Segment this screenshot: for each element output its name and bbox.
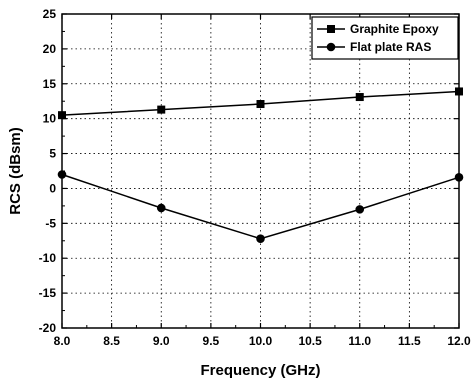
legend-box	[311, 16, 459, 60]
legend-label: Flat plate RAS	[350, 40, 431, 54]
y-tick-label: 5	[49, 147, 56, 161]
x-tick-label: 11.0	[348, 334, 371, 348]
x-tick-label: 11.5	[398, 334, 421, 348]
y-tick-label: 25	[43, 7, 57, 21]
legend-swatch-marker	[327, 25, 335, 33]
data-point	[355, 205, 365, 214]
x-tick-label: 12.0	[447, 334, 471, 348]
y-axis-title: RCS (dBsm)	[7, 127, 24, 215]
y-tick-label: -15	[39, 286, 57, 300]
x-axis-title: Frequency (GHz)	[200, 362, 320, 379]
data-point	[156, 203, 166, 213]
y-tick-label: -5	[45, 216, 56, 230]
x-tick-label: 8.0	[54, 334, 71, 348]
legend-entry: Graphite Epoxy	[317, 22, 439, 36]
x-tick-label: 10.0	[249, 334, 273, 348]
x-tick-label: 8.5	[103, 334, 120, 348]
legend-entry: Flat plate RAS	[317, 40, 431, 54]
series-1	[57, 170, 464, 243]
legend: Graphite Epoxy Flat plate RAS	[311, 16, 459, 60]
x-tick-label: 10.5	[298, 334, 322, 348]
x-tick-label: 9.0	[153, 334, 170, 348]
legend-swatch-marker	[326, 42, 336, 52]
y-tick-label: 15	[43, 77, 57, 91]
series-layer	[57, 87, 464, 243]
legend-label: Graphite Epoxy	[350, 22, 439, 36]
y-tick-label: 20	[43, 42, 57, 56]
y-tick-label: -10	[39, 251, 57, 265]
data-point	[157, 105, 166, 114]
data-point	[256, 234, 265, 243]
x-tick-label: 9.5	[203, 334, 220, 348]
grid-layer	[62, 14, 459, 328]
y-tick-label: 10	[43, 112, 57, 126]
data-point	[256, 100, 265, 109]
series-line	[61, 173, 460, 240]
y-tick-label: 0	[49, 181, 56, 195]
y-tick-label: -20	[39, 321, 57, 335]
data-point	[355, 93, 364, 102]
tick-layer: -20 -15 -10 -5 0 5 10 15 20 25 8.0 8.5 9.0 9.5 10.0 10.…	[39, 7, 471, 348]
